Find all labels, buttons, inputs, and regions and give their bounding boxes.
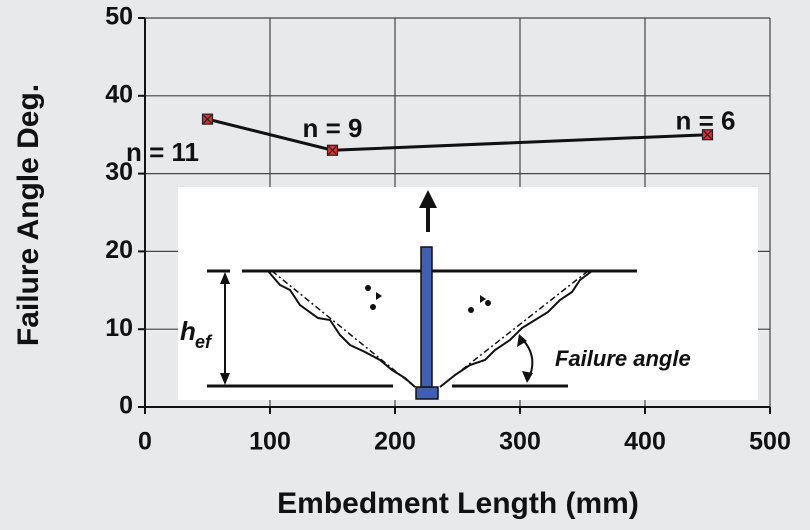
inset-diagram: h ef Failure angle [178, 187, 758, 400]
series-line [207, 117, 708, 152]
anchor-plate [415, 386, 439, 400]
inset-background [178, 187, 758, 400]
x-tick-label: 100 [249, 428, 291, 456]
marker [201, 113, 214, 125]
point-label: n = 6 [676, 106, 736, 136]
marker-cross [703, 130, 712, 140]
point-label: n = 9 [303, 113, 363, 143]
diagram-lines [207, 190, 637, 388]
anchor-rod [420, 246, 433, 391]
y-tick-label: 20 [105, 236, 133, 264]
x-tick-label: 500 [749, 428, 791, 456]
marker [326, 144, 339, 156]
x-axis-title: Embedment Length (mm) [277, 487, 639, 520]
inset-label: h [180, 316, 196, 346]
inset-label: Failure angle [555, 346, 691, 371]
y-tick-label: 40 [105, 80, 133, 108]
x-tick-label: 300 [499, 428, 541, 456]
y-axis-title: Failure Angle Deg. [12, 84, 45, 346]
point-label: n = 11 [126, 137, 199, 167]
y-tick-label: 10 [105, 314, 133, 342]
marker-cross [203, 114, 212, 124]
x-tick-label: 0 [138, 428, 152, 456]
marker-cross [328, 145, 337, 155]
y-tick-label: 30 [105, 158, 133, 186]
marker [701, 129, 714, 141]
y-tick-label: 0 [119, 392, 133, 420]
y-tick-label: 50 [105, 3, 133, 31]
x-tick-label: 200 [374, 428, 416, 456]
x-tick-label: 400 [624, 428, 666, 456]
inset-label: ef [195, 332, 213, 352]
